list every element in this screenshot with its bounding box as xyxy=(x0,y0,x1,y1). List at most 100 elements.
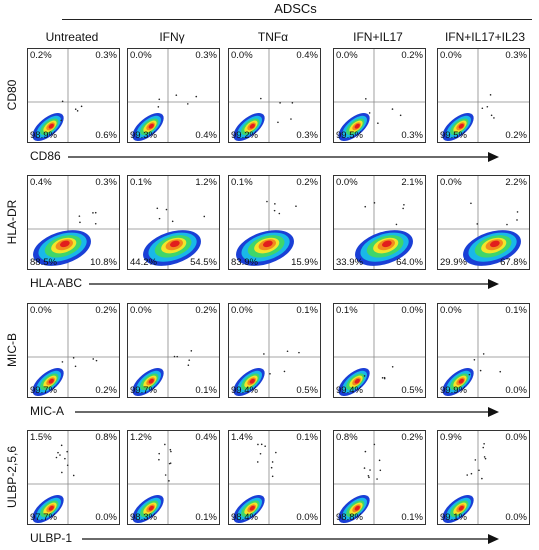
event-dot xyxy=(481,477,483,480)
event-dot xyxy=(506,223,508,226)
event-dot xyxy=(483,456,486,458)
quadrant-percent-br: 0.0% xyxy=(95,512,117,523)
quadrant-percent-tr: 2.2% xyxy=(505,177,527,188)
quadrant-percent-bl: 99.9% xyxy=(440,385,467,396)
event-dot xyxy=(364,450,367,453)
event-dot xyxy=(482,446,485,449)
event-dot xyxy=(164,474,167,476)
quadrant-percent-br: 0.5% xyxy=(296,385,318,396)
quadrant-percent-tr: 0.3% xyxy=(95,50,117,61)
event-dot xyxy=(175,94,178,96)
column-label-ifn-il17-il23: IFN+IL17+IL23 xyxy=(444,30,526,44)
scatter-plot xyxy=(128,49,219,142)
quadrant-percent-br: 0.2% xyxy=(95,385,117,396)
event-dot xyxy=(274,203,276,205)
event-dot xyxy=(470,472,473,475)
flow-panel: 0.1% 0.2% 83.9% 15.9% xyxy=(228,175,321,270)
density-blob xyxy=(32,367,64,397)
x-axis-label: HLA-ABC xyxy=(30,276,83,290)
scatter-plot xyxy=(28,49,119,142)
density-blob xyxy=(355,230,413,266)
quadrant-percent-br: 0.3% xyxy=(401,130,423,141)
column-label-untreated: Untreated xyxy=(45,30,99,44)
quadrant-percent-br: 0.6% xyxy=(95,130,117,141)
scatter-plot xyxy=(334,176,425,269)
event-dot xyxy=(74,365,77,368)
event-dot xyxy=(94,222,97,225)
quadrant-percent-tl: 1.4% xyxy=(231,432,253,443)
quadrant-percent-bl: 99.7% xyxy=(130,385,157,396)
event-dot xyxy=(60,444,63,447)
event-dot xyxy=(273,209,276,212)
event-dot xyxy=(365,98,367,100)
density-blob xyxy=(463,230,521,266)
event-dot xyxy=(499,370,502,373)
event-dot xyxy=(383,376,386,379)
quadrant-percent-bl: 29.9% xyxy=(440,257,467,268)
quadrant-percent-bl: 33.9% xyxy=(336,257,363,268)
event-dot xyxy=(61,100,64,103)
event-dot xyxy=(72,357,75,359)
event-dot xyxy=(403,203,405,206)
scatter-plot xyxy=(229,431,320,524)
quadrant-percent-tl: 0.0% xyxy=(440,177,462,188)
event-dot xyxy=(165,208,168,211)
x-axis-arrow xyxy=(75,407,499,417)
x-axis-label: ULBP-1 xyxy=(30,531,73,545)
event-dot xyxy=(298,351,300,354)
event-dot xyxy=(188,359,191,361)
quadrant-percent-bl: 99.1% xyxy=(440,512,467,523)
event-dot xyxy=(275,451,277,454)
x-axis-arrow xyxy=(82,534,499,544)
event-dot xyxy=(376,478,378,480)
event-dot xyxy=(59,454,61,456)
quadrant-percent-tl: 0.0% xyxy=(336,50,358,61)
event-dot xyxy=(483,442,485,445)
event-dot xyxy=(378,459,381,462)
scatter-plot xyxy=(438,176,529,269)
quadrant-percent-tr: 0.4% xyxy=(195,432,217,443)
event-dot xyxy=(364,205,367,208)
density-blob xyxy=(338,112,370,142)
flow-panel: 0.1% 1.2% 44.2% 54.5% xyxy=(127,175,220,270)
event-dot xyxy=(373,443,376,446)
column-label-ifng: IFNγ xyxy=(159,30,185,44)
quadrant-percent-br: 15.9% xyxy=(291,257,318,268)
event-dot xyxy=(473,358,476,361)
event-dot xyxy=(80,105,83,108)
x-axis-label: MIC-A xyxy=(30,404,64,418)
event-dot xyxy=(157,106,160,108)
scatter-plot xyxy=(229,176,320,269)
event-dot xyxy=(66,450,68,453)
event-dot xyxy=(74,108,77,110)
quadrant-percent-bl: 98.3% xyxy=(130,512,157,523)
event-dot xyxy=(156,207,159,210)
quadrant-percent-tr: 0.1% xyxy=(505,305,527,316)
y-axis-label: MIC-B xyxy=(5,332,19,367)
flow-panel: 0.0% 0.2% 99.7% 0.1% xyxy=(127,303,220,398)
quadrant-percent-br: 0.1% xyxy=(401,512,423,523)
event-dot xyxy=(490,114,493,117)
scatter-plot xyxy=(28,304,119,397)
density-blob xyxy=(132,494,164,524)
event-dot xyxy=(78,215,81,217)
event-dot xyxy=(466,474,468,476)
event-dot xyxy=(76,110,79,112)
density-blob xyxy=(143,230,201,266)
event-dot xyxy=(486,105,489,108)
density-blob xyxy=(33,230,91,266)
event-dot xyxy=(72,474,75,477)
scatter-plot xyxy=(128,304,219,397)
quadrant-percent-bl: 83.9% xyxy=(231,257,258,268)
event-dot xyxy=(171,220,174,223)
header-divider xyxy=(62,19,532,20)
flow-panel: 1.5% 0.8% 97.7% 0.0% xyxy=(27,430,120,525)
density-blob xyxy=(233,112,265,142)
scatter-plot xyxy=(438,304,529,397)
quadrant-percent-tl: 0.1% xyxy=(130,177,152,188)
event-dot xyxy=(158,458,160,461)
flow-panel: 0.0% 2.2% 29.9% 67.8% xyxy=(437,175,530,270)
event-dot xyxy=(395,223,398,226)
event-dot xyxy=(79,221,81,224)
event-dot xyxy=(55,456,58,459)
